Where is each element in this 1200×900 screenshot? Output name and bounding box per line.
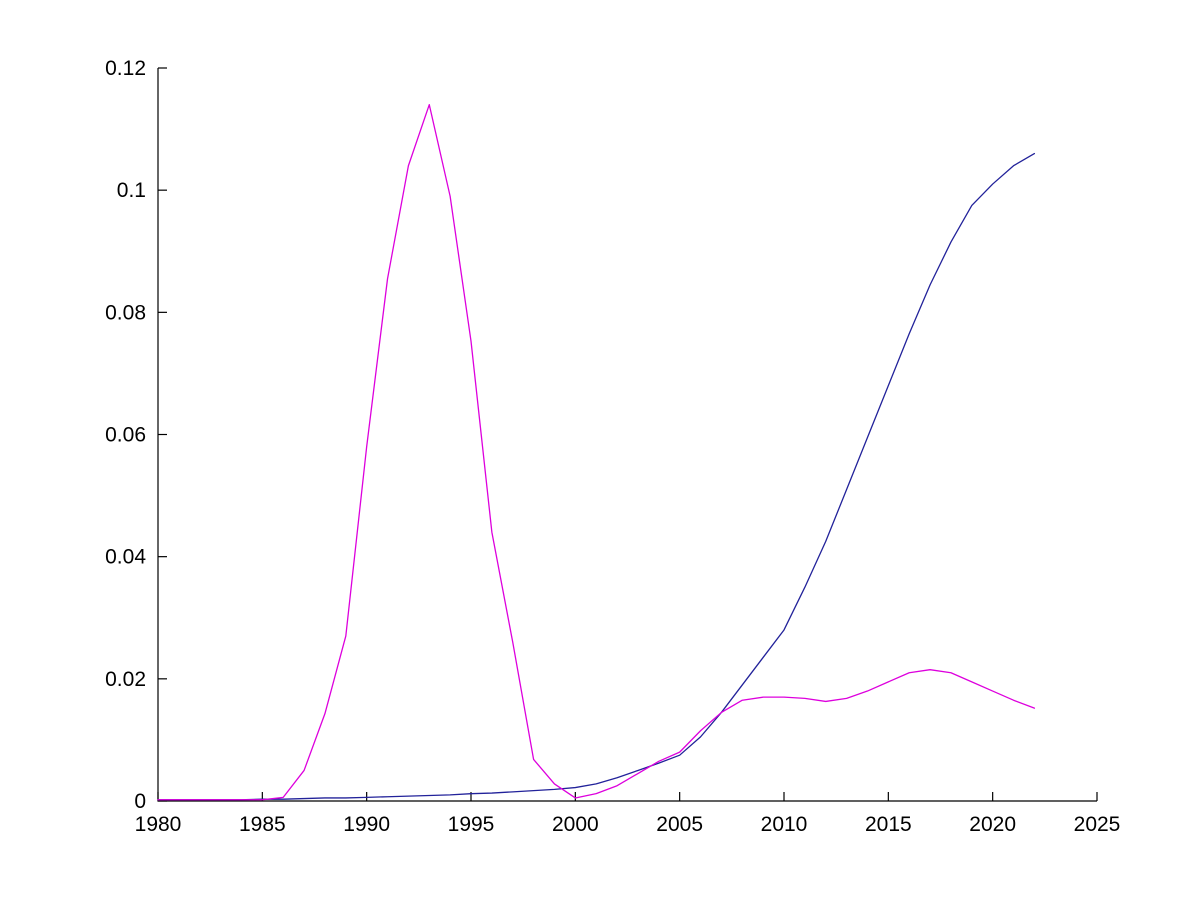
y-tick-label: 0 [134, 790, 146, 813]
y-tick-label: 0.12 [105, 57, 146, 80]
x-tick-label: 2025 [1074, 813, 1121, 836]
x-tick-label: 2005 [656, 813, 703, 836]
x-tick-label: 2015 [865, 813, 912, 836]
magenta-line [157, 104, 1036, 801]
y-tick-label: 0.04 [105, 546, 146, 569]
x-tick-label: 1995 [448, 813, 495, 836]
blue-line [157, 152, 1036, 801]
y-tick-label: 0.06 [105, 424, 146, 447]
x-tick-label: 2010 [761, 813, 808, 836]
x-tick-label: 2020 [969, 813, 1016, 836]
x-tick-label: 2000 [552, 813, 599, 836]
y-tick-label: 0.1 [117, 179, 146, 202]
y-tick-label: 0.08 [105, 301, 146, 324]
y-tick-label: 0.02 [105, 668, 146, 691]
axes [157, 68, 1097, 802]
x-tick-label: 1990 [343, 813, 390, 836]
x-tick-label: 1980 [135, 813, 182, 836]
x-tick-label: 1985 [239, 813, 286, 836]
